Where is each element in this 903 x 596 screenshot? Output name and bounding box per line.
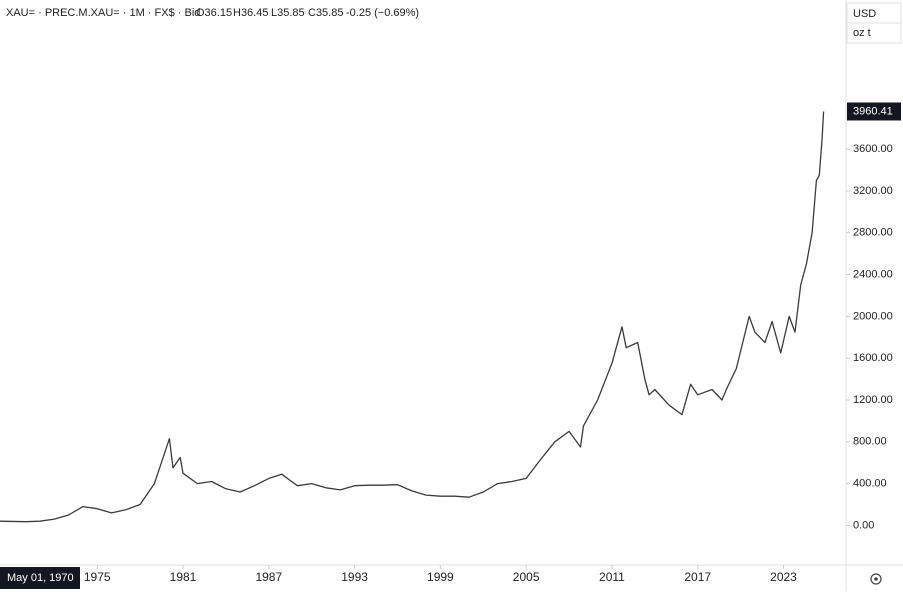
y-tick-label: 1200.00 xyxy=(853,394,893,406)
header-close: C35.85 xyxy=(308,7,343,19)
y-tick-label: 1600.00 xyxy=(853,352,893,364)
last-price-box xyxy=(847,102,901,121)
y-tick-label: 2400.00 xyxy=(853,268,893,280)
header-open: O36.15 xyxy=(196,7,232,19)
price-line xyxy=(0,111,825,523)
currency[interactable]: USD xyxy=(853,8,876,20)
header-symbol: XAU= · PREC.M.XAU= · 1M · FX$ · Bid xyxy=(6,7,200,19)
y-tick-label: 2000.00 xyxy=(853,310,893,322)
x-tick-label: 1981 xyxy=(170,570,197,584)
x-tick-label: 2023 xyxy=(770,570,797,584)
header-low: L35.85 xyxy=(271,7,305,19)
x-tick-label: 1993 xyxy=(341,570,368,584)
settings-icon[interactable] xyxy=(874,577,878,581)
y-tick-label: 400.00 xyxy=(853,478,887,490)
y-tick-label: 0.00 xyxy=(853,519,874,531)
y-tick-label: 2800.00 xyxy=(853,227,893,239)
y-tick-label: 800.00 xyxy=(853,436,887,448)
cursor-label-box xyxy=(0,567,80,589)
x-tick-label: 2011 xyxy=(599,570,625,584)
x-tick-label: 1999 xyxy=(427,570,454,584)
x-tick-label: 1987 xyxy=(255,570,282,584)
y-tick-label: 3600.00 xyxy=(853,143,893,155)
x-tick-label: 1975 xyxy=(84,570,111,584)
x-tick-label: 2017 xyxy=(684,570,711,584)
y-tick-label: 3200.00 xyxy=(853,185,893,197)
x-tick-label: 2005 xyxy=(513,570,540,584)
cursor-label: May 01, 1970 xyxy=(7,572,74,584)
unit-button[interactable] xyxy=(846,22,902,44)
header-high: H36.45 xyxy=(233,7,268,19)
last-price-label: 3960.41 xyxy=(853,105,893,117)
header-change: -0.25 (−0.69%) xyxy=(346,7,419,19)
unit[interactable]: oz t xyxy=(853,27,871,39)
settings-icon[interactable] xyxy=(870,573,882,585)
